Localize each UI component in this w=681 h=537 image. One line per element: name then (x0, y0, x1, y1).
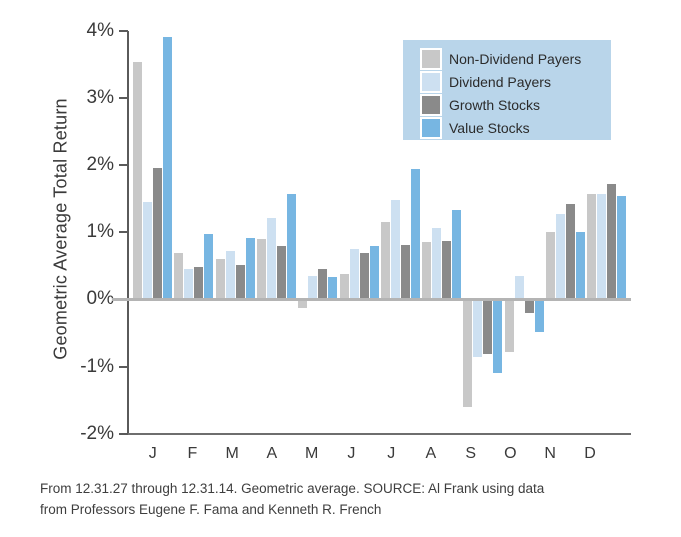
y-tick (119, 164, 128, 167)
bar-value-stocks-2 (204, 234, 214, 300)
bar-dividend-payers-11 (556, 214, 565, 300)
bar-dividend-payers-3 (225, 250, 235, 300)
bar-dividend-payers-4 (266, 218, 276, 300)
bar-growth-stocks-8 (442, 241, 452, 300)
bar-non-dividend-payers-4 (256, 239, 266, 300)
y-tick-label: 2% (86, 154, 114, 176)
legend: Non-Dividend Payers Dividend Payers Growth… (403, 40, 611, 140)
bar-dividend-payers-6 (349, 249, 359, 300)
bar-value-stocks-4 (286, 193, 296, 300)
legend-label: Growth Stocks (449, 96, 541, 113)
bar-growth-stocks-7 (400, 245, 410, 300)
caption-line-1: From 12.31.27 through 12.31.14. Geometri… (40, 481, 545, 496)
bar-dividend-payers-5 (308, 276, 318, 300)
x-tick-label-5: M (305, 445, 319, 462)
bar-dividend-payers-12 (597, 194, 607, 300)
bar-non-dividend-payers-8 (422, 241, 432, 300)
legend-swatch-icon (420, 70, 442, 93)
y-axis-line (127, 31, 129, 435)
bar-non-dividend-payers-6 (339, 274, 349, 300)
y-tick (119, 365, 128, 368)
bar-growth-stocks-10 (524, 300, 534, 313)
bar-dividend-payers-7 (390, 200, 400, 300)
zero-line (112, 298, 631, 301)
y-tick-label: 3% (86, 87, 114, 109)
x-tick-label-7: J (387, 445, 396, 462)
bar-value-stocks-9 (493, 300, 503, 373)
y-tick-label: 0% (86, 288, 114, 310)
legend-swatch-icon (420, 93, 442, 116)
bar-growth-stocks-5 (318, 268, 328, 300)
bar-dividend-payers-1 (143, 202, 152, 300)
bar-growth-stocks-1 (153, 168, 162, 300)
y-tick-label: 4% (86, 20, 114, 41)
legend-label: Value Stocks (449, 119, 530, 136)
bar-value-stocks-11 (576, 232, 585, 300)
bar-growth-stocks-4 (276, 245, 286, 300)
bar-value-stocks-1 (163, 37, 172, 300)
x-tick-label-4: A (266, 445, 278, 462)
x-tick-label-10: O (504, 445, 517, 462)
bar-value-stocks-6 (369, 245, 379, 300)
x-tick-label-12: D (584, 445, 596, 462)
legend-label: Non-Dividend Payers (449, 50, 582, 67)
legend-item: Dividend Payers (420, 70, 611, 93)
legend-label: Dividend Payers (449, 73, 551, 90)
legend-item: Value Stocks (420, 116, 611, 139)
bar-growth-stocks-9 (483, 300, 493, 354)
x-tick-label-11: N (544, 445, 556, 462)
bar-non-dividend-payers-9 (463, 300, 473, 408)
bar-non-dividend-payers-2 (174, 252, 184, 300)
y-tick (119, 432, 128, 435)
x-tick-label-8: A (425, 445, 437, 462)
legend-item: Non-Dividend Payers (420, 47, 611, 70)
legend-item: Growth Stocks (420, 93, 611, 116)
bar-growth-stocks-11 (566, 203, 575, 300)
y-tick (119, 30, 128, 32)
x-axis-line (127, 433, 631, 435)
bar-dividend-payers-2 (184, 268, 194, 300)
source-caption: From 12.31.27 through 12.31.14. Geometri… (40, 478, 544, 520)
legend-swatch-icon (420, 47, 442, 70)
x-tick-label-1: J (148, 445, 157, 462)
y-tick (119, 97, 128, 100)
bar-growth-stocks-6 (359, 252, 369, 300)
bar-value-stocks-3 (245, 237, 255, 300)
legend-swatch-icon (420, 116, 442, 139)
caption-line-2: from Professors Eugene F. Fama and Kenne… (40, 502, 382, 517)
bar-non-dividend-payers-12 (587, 194, 597, 300)
bar-growth-stocks-2 (194, 267, 204, 300)
bar-dividend-payers-9 (473, 300, 483, 357)
y-tick-label: 1% (86, 221, 114, 243)
bar-value-stocks-12 (617, 195, 627, 300)
bar-value-stocks-10 (534, 300, 544, 333)
bar-non-dividend-payers-10 (504, 300, 514, 353)
bar-value-stocks-7 (410, 168, 420, 300)
y-tick-label: -2% (80, 422, 114, 444)
bar-value-stocks-5 (328, 277, 338, 300)
x-tick-label-9: S (465, 445, 477, 462)
x-tick-label-6: J (347, 445, 356, 462)
bar-non-dividend-payers-11 (546, 232, 555, 300)
x-tick-label-2: F (187, 445, 198, 462)
y-tick (119, 231, 128, 234)
bar-growth-stocks-12 (607, 184, 617, 300)
bar-non-dividend-payers-1 (133, 62, 142, 300)
bar-value-stocks-8 (452, 210, 462, 300)
bar-dividend-payers-8 (432, 228, 442, 300)
bar-non-dividend-payers-7 (380, 222, 390, 300)
x-tick-label-3: M (225, 445, 239, 462)
bar-growth-stocks-3 (235, 264, 245, 300)
bar-non-dividend-payers-5 (298, 300, 308, 309)
bar-non-dividend-payers-3 (215, 259, 225, 300)
y-tick-label: -1% (80, 355, 114, 377)
bar-dividend-payers-10 (514, 276, 524, 300)
